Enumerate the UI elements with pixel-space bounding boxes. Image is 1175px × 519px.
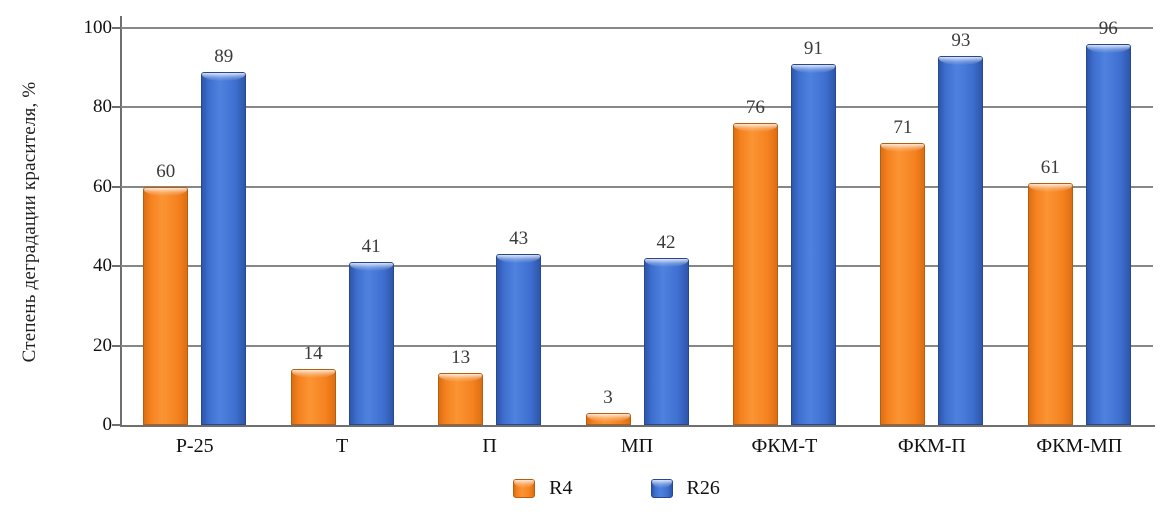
y-axis-tick [112, 265, 121, 268]
y-axis-tick-label: 40 [93, 255, 112, 277]
gridline-100 [121, 27, 1153, 29]
bar-value-label: 61 [1040, 157, 1060, 178]
bar-r4-МП [585, 413, 631, 425]
bar-value-label: 96 [1098, 18, 1118, 39]
bar-value-label: 13 [451, 347, 471, 368]
bar-r4-Р-25 [143, 187, 189, 425]
y-axis-tick-label: 0 [102, 414, 113, 435]
bar-r26-ФКМ-Т [790, 64, 836, 425]
legend-label: R4 [549, 477, 573, 499]
y-axis-line [120, 16, 122, 427]
bar-value-label: 42 [656, 232, 676, 253]
gridline-60 [121, 185, 1153, 188]
legend-swatch [513, 478, 536, 498]
bar-value-label: 14 [303, 343, 323, 364]
bar-value-label: 43 [509, 228, 529, 249]
bar-r26-П [496, 254, 542, 425]
bar-r4-ФКМ-Т [732, 123, 778, 425]
bar-r26-Р-25 [201, 72, 247, 425]
bar-r26-ФКМ-МП [1085, 44, 1131, 425]
gridline-20 [121, 344, 1153, 347]
bar-value-label: 71 [893, 117, 913, 138]
y-axis-tick [112, 344, 121, 347]
y-axis-tick [112, 424, 121, 426]
gridline-80 [121, 106, 1153, 109]
bar-r4-ФКМ-МП [1027, 183, 1073, 425]
legend: R4 R26 [0, 474, 1175, 502]
bar-value-label: 91 [803, 38, 823, 59]
x-axis-category-label: ФКМ-МП [1036, 435, 1123, 457]
y-axis-tick [112, 27, 121, 29]
bar-value-label: 41 [361, 236, 381, 257]
x-axis-category-label: МП [620, 435, 654, 457]
y-axis-tick-label: 100 [83, 17, 113, 38]
y-axis-tick-label: 80 [93, 96, 112, 118]
bar-value-label: 93 [951, 30, 971, 51]
legend-swatch [650, 478, 673, 498]
x-axis-category-label: Т [336, 435, 349, 457]
x-axis-category-label: ФКМ-П [897, 435, 966, 457]
bar-r26-Т [348, 262, 394, 425]
y-axis-tick-label: 20 [93, 334, 112, 356]
x-axis-category-label: П [482, 435, 497, 457]
bar-value-label: 3 [603, 387, 613, 408]
legend-item-r26: R26 [650, 477, 720, 499]
bar-value-label: 60 [156, 161, 176, 182]
bar-value-label: 89 [214, 46, 234, 67]
y-axis-tick [112, 106, 121, 109]
bar-r4-ФКМ-П [880, 143, 926, 425]
bar-r4-Т [290, 369, 336, 425]
x-axis-category-label: Р-25 [175, 435, 214, 457]
legend-label: R26 [686, 477, 720, 499]
bar-value-label: 76 [745, 97, 765, 118]
bar-r4-П [438, 373, 484, 425]
y-axis-tick [112, 185, 121, 188]
y-axis-tick-label: 60 [93, 175, 112, 197]
bar-r26-МП [643, 258, 689, 425]
x-axis-category-label: ФКМ-Т [751, 435, 818, 457]
legend-item-r4: R4 [513, 477, 573, 499]
bar-r26-ФКМ-П [938, 56, 984, 425]
x-axis-line [120, 425, 1155, 427]
gridline-40 [121, 265, 1153, 268]
y-axis-title: Степень деградации красителя, % [19, 81, 40, 363]
